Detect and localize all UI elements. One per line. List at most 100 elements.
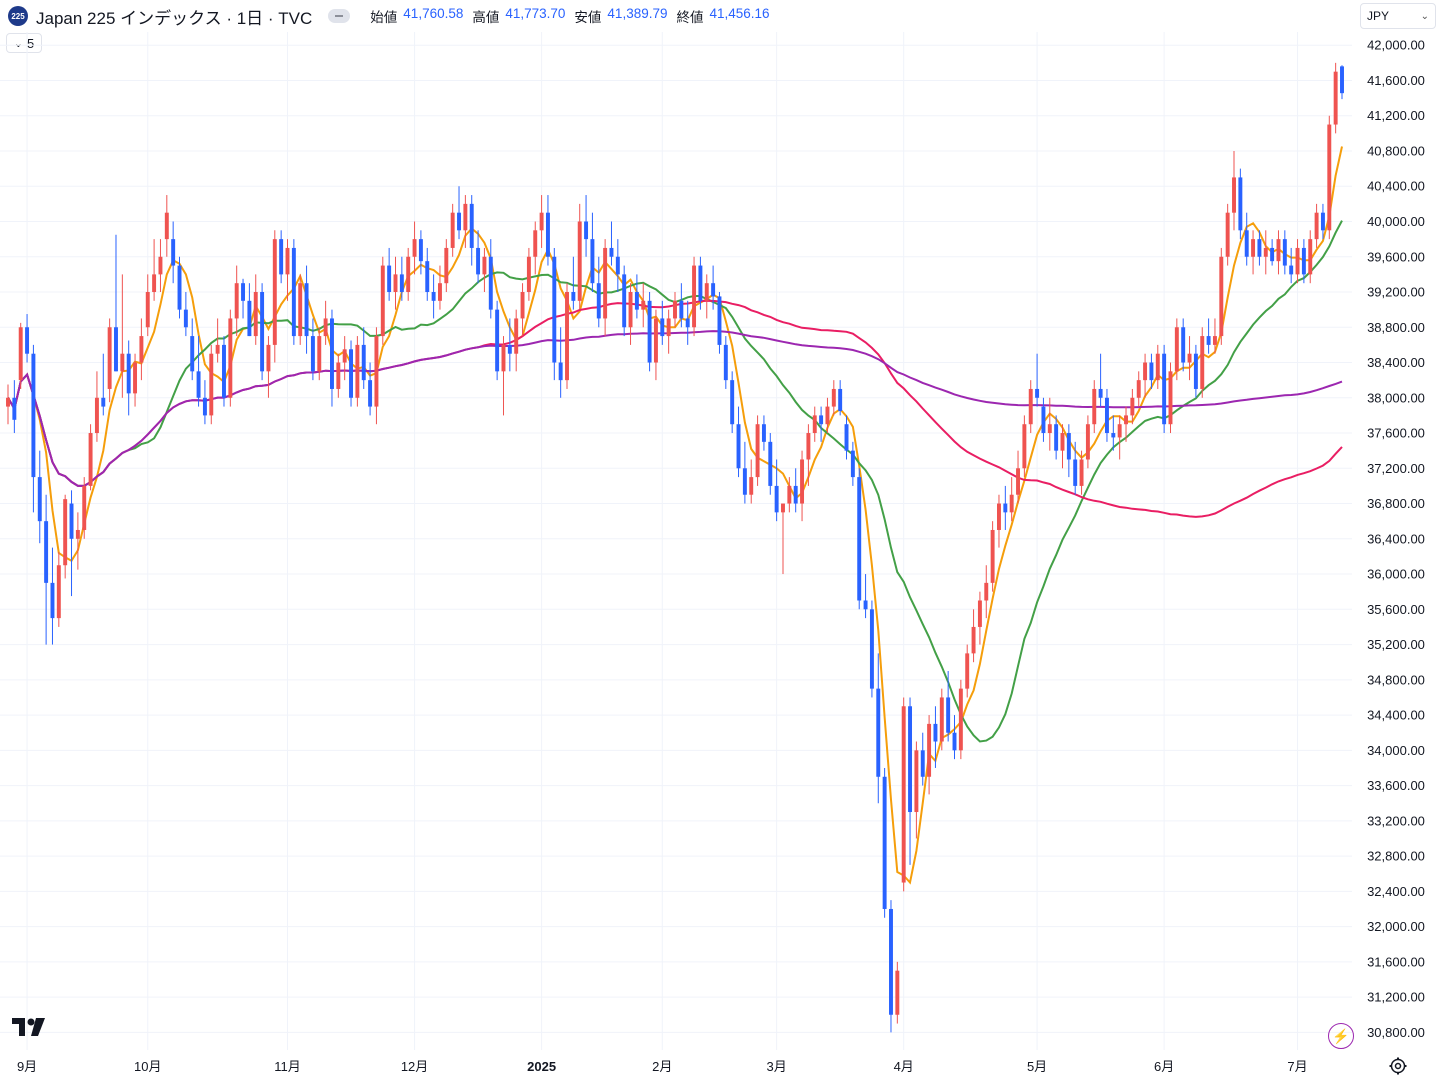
indicators-toggle-button[interactable]: ⌄ 5 xyxy=(6,33,42,53)
candle-body xyxy=(164,212,169,240)
candle-body xyxy=(1251,239,1256,257)
candle-body xyxy=(755,424,760,478)
candle-body xyxy=(634,292,639,310)
candle-body xyxy=(374,336,379,407)
candle-body xyxy=(882,776,887,909)
candle-body xyxy=(25,327,30,354)
candle-body xyxy=(266,344,271,372)
candle-body xyxy=(647,300,652,363)
candle-body xyxy=(234,283,239,319)
symbol-logo-icon: 225 xyxy=(8,6,28,26)
y-tick-label: 36,800.00 xyxy=(1367,496,1425,511)
currency-select[interactable]: JPY ⌄ xyxy=(1360,3,1436,29)
candle-body xyxy=(1257,239,1262,257)
candle-body xyxy=(1022,424,1027,469)
candle-body xyxy=(520,292,525,319)
candle-body xyxy=(971,626,976,654)
candle-body xyxy=(1333,71,1338,125)
candle-body xyxy=(730,380,735,425)
candle-body xyxy=(539,212,544,231)
high-label: 高値 xyxy=(472,10,500,25)
candle-body xyxy=(844,424,849,451)
candle-body xyxy=(476,247,481,275)
candle-body xyxy=(863,600,868,610)
symbol-title[interactable]: Japan 225 インデックス · 1日 · TVC xyxy=(36,8,313,28)
low-label: 安値 xyxy=(574,10,602,25)
candle-body xyxy=(692,265,697,328)
candle-body xyxy=(927,723,932,777)
tradingview-logo-icon[interactable] xyxy=(12,1016,48,1038)
candle-body xyxy=(596,283,601,319)
ohlc-legend: 始値 41,760.58 高値 41,773.70 安値 41,389.79 終値 41… xyxy=(370,6,772,26)
market-status-icon[interactable] xyxy=(328,9,351,23)
candle-body xyxy=(736,424,741,469)
candle-body xyxy=(272,239,277,345)
candle-body xyxy=(1073,459,1078,486)
candle-body xyxy=(603,247,608,319)
candle-body xyxy=(558,362,563,381)
y-tick-label: 39,600.00 xyxy=(1367,249,1425,264)
candle-body xyxy=(1225,212,1230,257)
candle-body xyxy=(247,300,252,337)
candle-body xyxy=(393,274,398,293)
chevron-down-icon: ⌄ xyxy=(13,37,23,50)
candle-body xyxy=(501,344,506,372)
candle-body xyxy=(139,336,144,363)
y-tick-label: 34,400.00 xyxy=(1367,708,1425,723)
candle-body xyxy=(418,239,423,262)
candle-body xyxy=(908,706,913,813)
y-tick-label: 40,400.00 xyxy=(1367,179,1425,194)
candle-body xyxy=(1117,424,1122,438)
candle-body xyxy=(565,292,569,381)
x-axis-labels: 9月 10月 11月 12月 2025 2月 3月 4月 5月 6月 7月 xyxy=(17,1059,1308,1074)
currency-label: JPY xyxy=(1367,9,1390,23)
candle-body xyxy=(825,406,830,425)
candle-body xyxy=(1187,353,1192,363)
candle-body xyxy=(94,397,99,434)
candle-body xyxy=(660,318,665,337)
y-tick-label: 32,800.00 xyxy=(1367,849,1425,864)
y-tick-label: 39,200.00 xyxy=(1367,285,1425,300)
candle-body xyxy=(1028,388,1033,425)
candle-body xyxy=(787,485,792,504)
candle-body xyxy=(75,529,80,539)
candle-body xyxy=(107,327,112,389)
lightning-icon[interactable]: ⚡ xyxy=(1328,1023,1354,1049)
candle-body xyxy=(37,477,42,522)
y-tick-label: 35,200.00 xyxy=(1367,637,1425,652)
candle-body xyxy=(679,300,684,319)
candle-body xyxy=(958,688,963,751)
candle-body xyxy=(984,582,989,601)
candle-body xyxy=(1009,494,1014,513)
candle-body xyxy=(876,688,881,777)
candle-body xyxy=(6,397,10,407)
candle-body xyxy=(666,318,671,337)
candle-body xyxy=(399,274,404,293)
candle-body xyxy=(412,239,417,257)
candle-body xyxy=(63,499,68,566)
candle-body xyxy=(977,600,982,627)
candle-body xyxy=(44,521,49,583)
candle-body xyxy=(781,503,785,513)
candle-body xyxy=(1104,397,1109,434)
candle-body xyxy=(1295,247,1300,275)
x-tick-label: 10月 xyxy=(134,1059,161,1074)
candle-body xyxy=(1244,230,1249,257)
x-tick-label: 5月 xyxy=(1027,1059,1047,1074)
settings-icon[interactable] xyxy=(1388,1056,1408,1076)
close-value: 41,456.16 xyxy=(709,6,770,21)
y-tick-label: 30,800.00 xyxy=(1367,1025,1425,1040)
candle-body xyxy=(1092,388,1097,425)
candle-body xyxy=(183,309,188,328)
y-tick-label: 31,600.00 xyxy=(1367,954,1425,969)
candle-body xyxy=(838,388,843,411)
candle-body xyxy=(704,283,709,301)
candle-body xyxy=(1130,397,1135,416)
candle-body xyxy=(1174,327,1179,372)
candle-body xyxy=(933,723,938,742)
candle-body xyxy=(774,485,779,513)
candle-body xyxy=(196,371,201,398)
close-label: 終値 xyxy=(676,10,704,25)
candle-body xyxy=(1314,212,1319,240)
